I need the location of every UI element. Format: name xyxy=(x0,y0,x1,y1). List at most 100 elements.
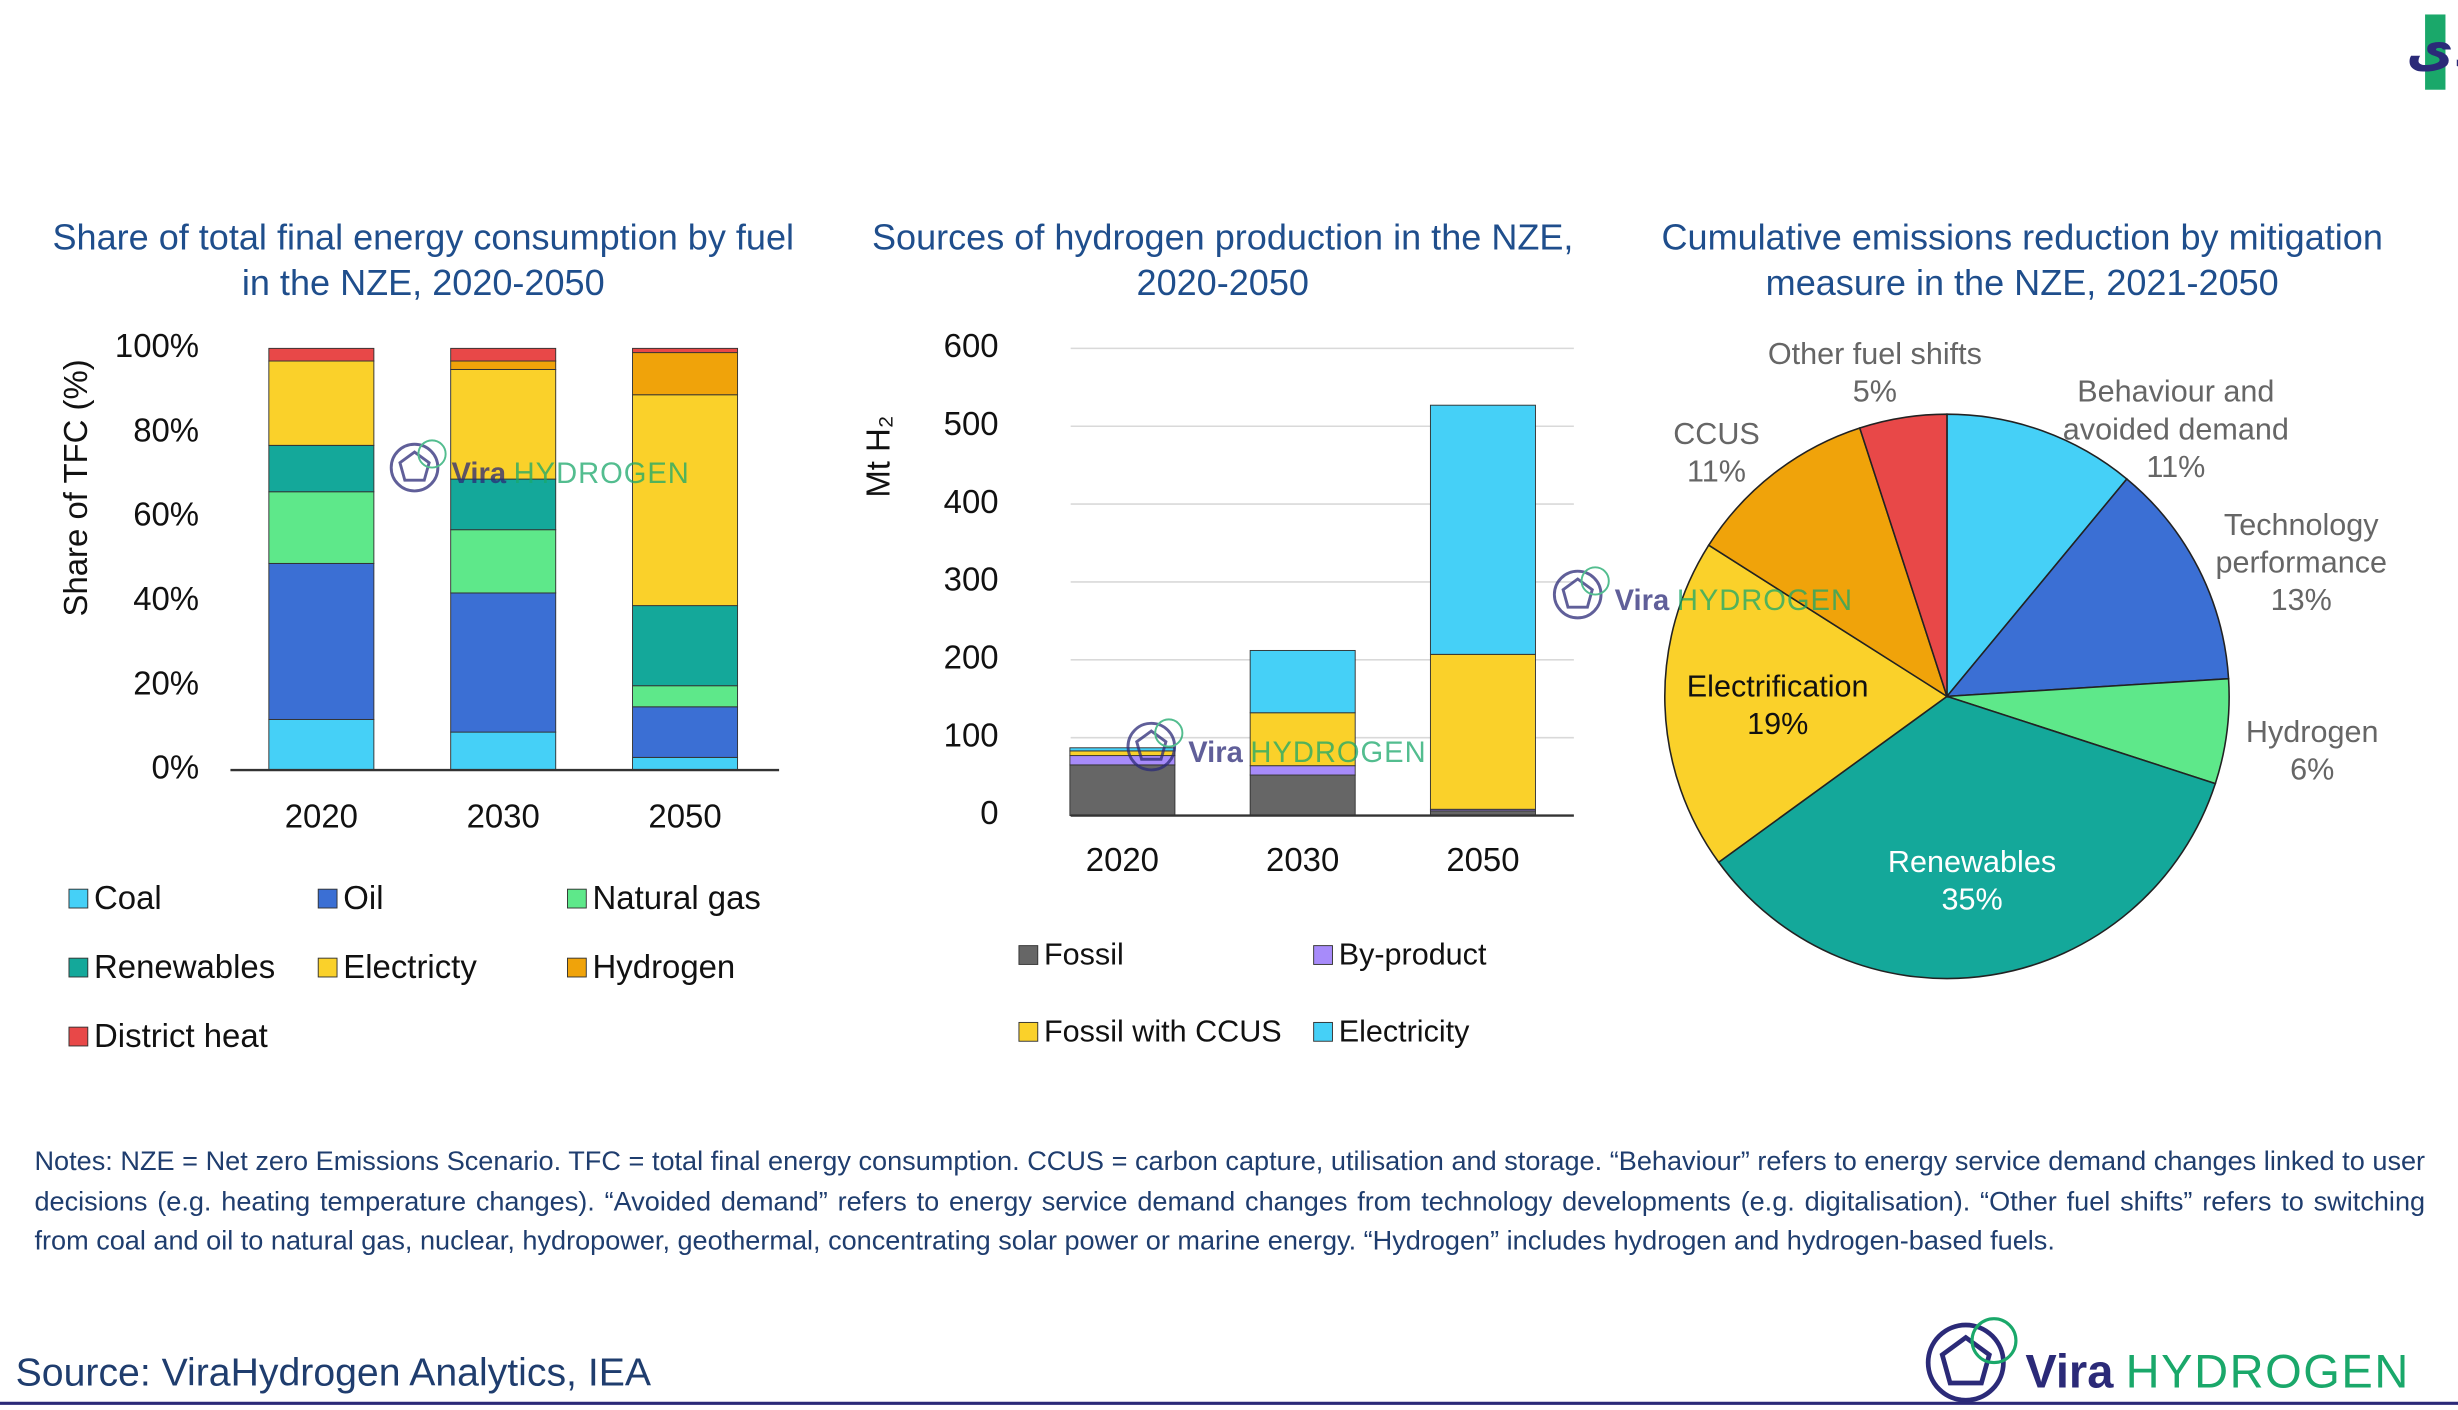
x-tick-label: 2050 xyxy=(1446,841,1519,878)
bar-segment xyxy=(632,756,739,771)
chart-title: Cumulative emissions reduction by mitiga… xyxy=(1661,216,2383,303)
logo-ring xyxy=(1552,569,1603,620)
bar-segment xyxy=(268,718,375,771)
y-tick-label: 60% xyxy=(133,496,199,533)
legend-swatch xyxy=(1313,1021,1333,1042)
pie-label: Electrification 19% xyxy=(1644,651,1910,761)
y-tick-label: 200 xyxy=(944,638,999,675)
bar-segment xyxy=(632,605,739,687)
chart-title-box: Cumulative emissions reduction by mitiga… xyxy=(1661,216,2383,303)
logo-pentagon xyxy=(1561,577,1594,609)
bar-segment xyxy=(632,706,739,758)
pie-label: Behaviour and avoided demand 11% xyxy=(2043,375,2309,485)
x-tick-label: 2050 xyxy=(648,797,721,834)
legend-swatch xyxy=(1313,945,1333,965)
legend-label: Electricity xyxy=(1339,1014,1470,1048)
y-tick-label: 300 xyxy=(944,561,999,598)
logo: Vira HYDROGEN xyxy=(1126,718,1426,772)
legend-label: Electricty xyxy=(343,948,477,985)
pie-category: Behaviour and avoided demand xyxy=(2062,375,2289,448)
chart-title-box: Sources of hydrogen production in the NZ… xyxy=(872,217,1573,303)
chart-title: Share of total final energy consumption … xyxy=(52,216,795,303)
logo-vira: Vira xyxy=(2025,1345,2114,1398)
pie-category: Electrification xyxy=(1686,669,1869,705)
bar-segment xyxy=(632,347,739,354)
pie-slice xyxy=(1946,413,2128,699)
legend-label: Renewables xyxy=(94,948,275,985)
x-tick-label: 2030 xyxy=(467,797,540,834)
logo-vira: Vira xyxy=(451,458,506,490)
legend-swatch xyxy=(68,888,89,909)
bar-segment xyxy=(268,347,375,362)
legend-label: Fossil with CCUS xyxy=(1044,1014,1282,1048)
bar-segment xyxy=(450,347,557,362)
bar-segment xyxy=(450,368,557,480)
logo-hydrogen: HYDROGEN xyxy=(2126,1345,2410,1398)
legend-label: By-product xyxy=(1339,938,1487,972)
logo-pentagon xyxy=(1135,729,1168,761)
y-tick-label: 20% xyxy=(133,664,199,701)
bar-segment xyxy=(632,352,739,396)
logo-ring-green xyxy=(1154,718,1184,748)
bar-segment xyxy=(450,731,557,771)
pie-label: Hydrogen 6% xyxy=(2179,696,2445,806)
y-tick-label: 500 xyxy=(944,405,999,442)
bar-segment xyxy=(1429,653,1536,810)
y-tick-label: 0% xyxy=(152,749,200,786)
y-tick-label: 80% xyxy=(133,411,199,448)
pie-slice xyxy=(1664,544,1949,864)
y-axis-label: Mt H₂ xyxy=(860,415,897,497)
pie-category: Technology performance xyxy=(2215,508,2388,581)
y-tick-label: 400 xyxy=(944,483,999,520)
bar-segment xyxy=(632,394,739,607)
x-tick-label: 2020 xyxy=(1086,841,1159,878)
legend-swatch xyxy=(68,957,89,978)
logo-ring xyxy=(1925,1322,2006,1403)
bar-segment xyxy=(268,562,375,720)
logo-pentagon xyxy=(398,450,431,482)
logo: Vira HYDROGEN xyxy=(1552,566,1853,620)
source: Source: ViraHydrogen Analytics, IEA xyxy=(16,1352,652,1395)
logo: Vira HYDROGEN xyxy=(389,439,689,493)
x-tick-label: 2020 xyxy=(285,797,358,834)
y-tick-label: 100 xyxy=(944,716,999,753)
logo-ring xyxy=(1126,721,1177,772)
legend-swatch xyxy=(317,957,338,978)
legend-label: Fossil xyxy=(1044,938,1124,972)
y-axis-label: Share of TFC (%) xyxy=(57,359,94,616)
legend-label: Hydrogen xyxy=(593,948,736,985)
legend-swatch xyxy=(567,888,587,909)
legend-label: District heat xyxy=(94,1017,268,1054)
pie-value-label: 13% xyxy=(2270,583,2332,618)
title-accent xyxy=(2425,14,2446,90)
logo-ring-green xyxy=(417,439,447,469)
pie-category: CCUS xyxy=(1673,417,1760,452)
y-tick-label: 600 xyxy=(944,327,999,364)
pie-category: Hydrogen xyxy=(2245,715,2379,750)
legend-swatch xyxy=(1018,1021,1039,1042)
legend-label: Oil xyxy=(343,879,383,916)
y-tick-label: 40% xyxy=(133,580,199,617)
x-tick-label: 2030 xyxy=(1266,841,1339,878)
bar-segment xyxy=(450,529,557,594)
y-tick-label: 0 xyxy=(980,794,998,831)
pie-value-label: 5% xyxy=(1852,375,1897,410)
pie-slice xyxy=(1858,413,1948,697)
bar-segment xyxy=(1249,712,1356,767)
bar-segment xyxy=(450,360,557,370)
pie-category: Renewables xyxy=(1887,845,2057,880)
logo-hydrogen: HYDROGEN xyxy=(1250,737,1426,769)
legend-swatch xyxy=(1018,945,1039,965)
pie-label: Other fuel shifts 5% xyxy=(1742,319,2008,429)
logo-hydrogen: HYDROGEN xyxy=(1677,585,1853,617)
pie-label: Renewables 35% xyxy=(1839,826,2105,936)
logo: Vira HYDROGEN xyxy=(1925,1317,2410,1403)
legend-label: Natural gas xyxy=(593,879,761,916)
